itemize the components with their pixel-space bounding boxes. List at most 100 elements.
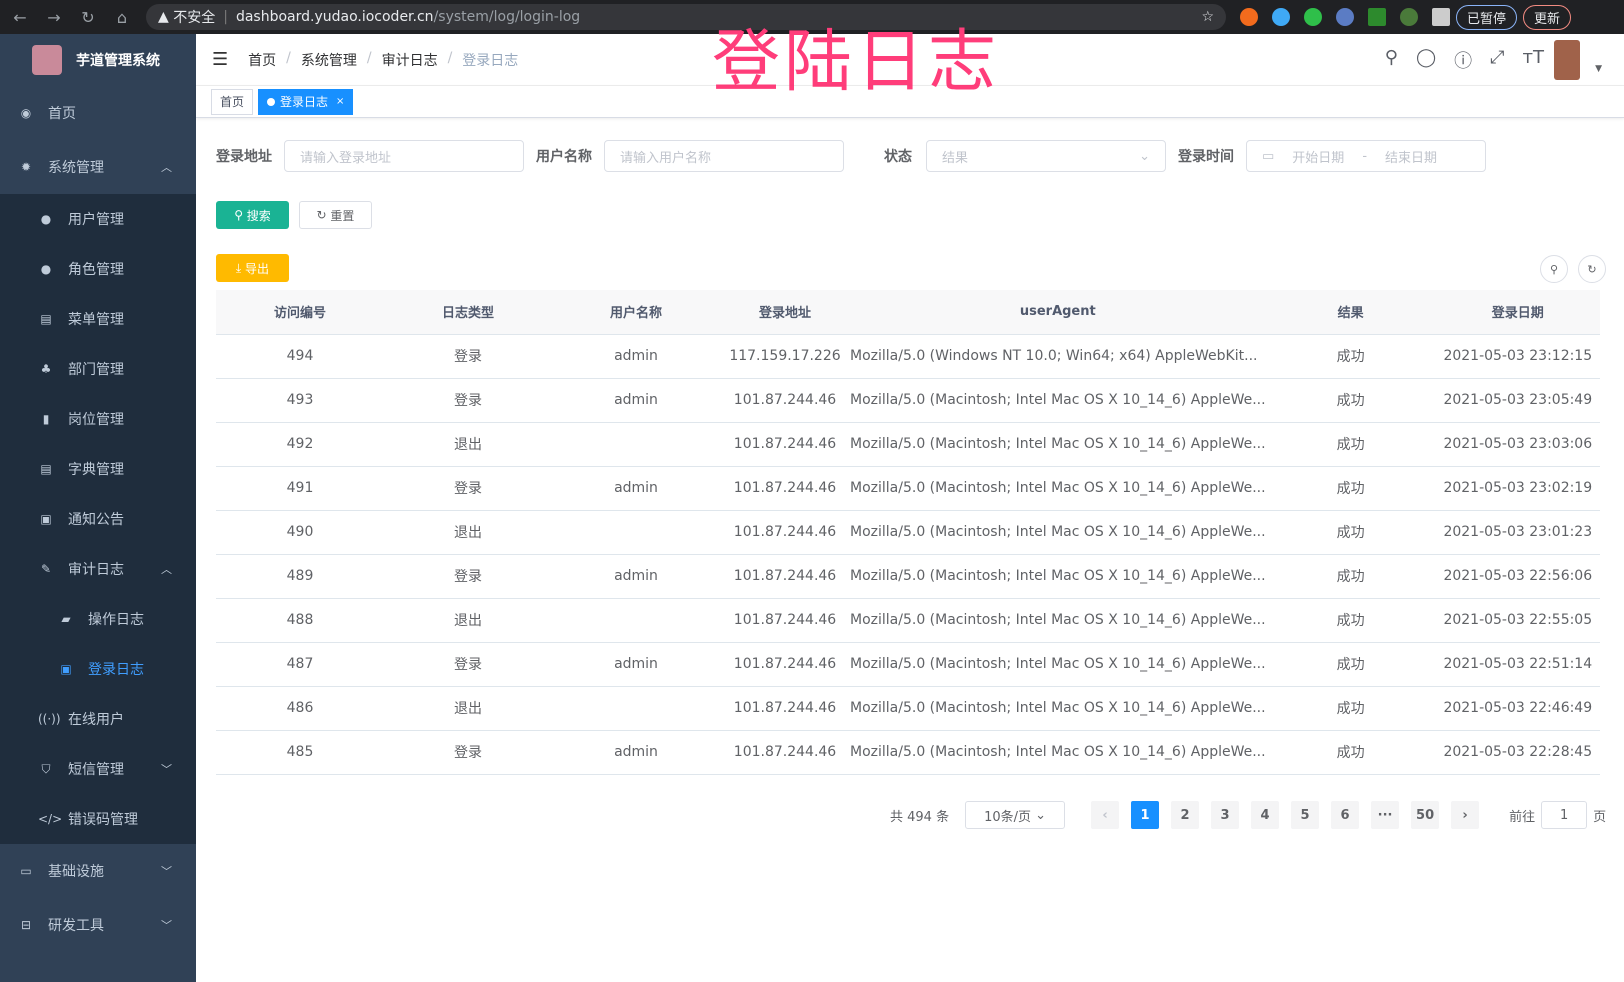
extension-icon[interactable] [1336,8,1354,26]
table-cell: 101.87.244.46 [720,466,850,511]
table-cell: 登录 [384,642,552,687]
username-input[interactable]: 请输入用户名称 [604,140,844,172]
sidebar-item-dept[interactable]: ♣ 部门管理 [0,344,196,394]
tag-home[interactable]: 首页 [211,88,254,115]
code-icon: </> [38,812,63,826]
page-size-value: 10条/页 [984,809,1032,825]
sidebar-item-error-code[interactable]: </> 错误码管理 [0,794,196,844]
home-icon[interactable]: ⌂ [116,7,128,27]
prev-page-button[interactable]: ‹ [1091,801,1120,829]
font-size-icon[interactable]: тT [1522,46,1544,68]
forward-icon[interactable]: → [47,7,61,27]
page-button[interactable]: 2 [1171,801,1200,829]
avatar[interactable] [1554,40,1580,80]
page-button[interactable]: 4 [1251,801,1280,829]
sidebar-item-notice[interactable]: ▣ 通知公告 [0,494,196,544]
table-cell: 成功 [1265,686,1436,731]
label: 系统管理 [48,160,104,176]
page-button[interactable]: 50 [1411,801,1440,829]
hamburger-icon[interactable]: ☰ [212,49,229,70]
address-bar[interactable]: ▲ 不安全 | dashboard.yudao.iocoder.cn/syste… [146,4,1226,30]
sidebar-item-login-log[interactable]: ▣ 登录日志 [0,644,196,694]
label: 基础设施 [48,864,104,880]
column-header: 日志类型 [384,290,552,335]
dashboard-icon: ◉ [20,106,32,120]
caret-down-icon[interactable]: ▼ [1595,64,1602,74]
sidebar-item-post[interactable]: ▮ 岗位管理 [0,394,196,444]
extension-icon[interactable] [1240,8,1258,26]
submenu-system: ● 用户管理 ● 角色管理 ▤ 菜单管理 ♣ 部门管理 ▮ 岗位管理 ▤ 字典管理 ▣ 通知公… [0,194,196,844]
table-cell: admin [552,334,720,379]
date-range-picker[interactable]: ▭ 开始日期 - 结束日期 [1246,140,1486,172]
page-button[interactable]: 1 [1131,801,1160,829]
sidebar-logo[interactable]: 芋道管理系统 [0,34,196,86]
table-row: 489 登录 admin 101.87.244.46 Mozilla/5.0 (Maci… [216,554,1600,599]
sidebar-item-user[interactable]: ● 用户管理 [0,194,196,244]
refresh-icon[interactable]: ↻ [1578,255,1606,283]
sidebar-item-operate-log[interactable]: ▰ 操作日志 [0,594,196,644]
extension-icon[interactable] [1304,8,1322,26]
sidebar-item-infra[interactable]: ▭ 基础设施 ﹀ [0,844,196,898]
sidebar-item-home[interactable]: ◉ 首页 [0,86,196,140]
table-cell: 成功 [1265,334,1436,379]
page-button[interactable]: 3 [1211,801,1240,829]
table-row: 485 登录 admin 101.87.244.46 Mozilla/5.0 (Maci… [216,730,1600,775]
sidebar-item-role[interactable]: ● 角色管理 [0,244,196,294]
tag-label: 首页 [220,95,245,109]
fullscreen-icon[interactable]: ⤢ [1490,46,1505,68]
sidebar-item-audit[interactable]: ✎ 审计日志 ︿ [0,544,196,594]
table-cell: 493 [216,378,384,423]
column-header: 访问编号 [216,290,384,335]
more-pages-button[interactable]: ··· [1371,801,1400,829]
search-button[interactable]: ⚲ 搜索 [216,201,289,229]
back-icon[interactable]: ← [13,7,27,27]
close-icon[interactable]: × [336,96,345,107]
sidebar-item-system[interactable]: ✹ 系统管理 ︿ [0,140,196,194]
export-button[interactable]: ⤓ 导出 [216,254,289,282]
update-button[interactable]: 更新 [1523,4,1572,30]
reset-button[interactable]: ↻ 重置 [299,201,372,229]
table-cell: 117.159.17.226 [720,334,850,379]
next-page-button[interactable]: › [1451,801,1480,829]
question-icon[interactable]: ⓘ [1454,50,1473,72]
extension-icon[interactable] [1400,8,1418,26]
warning-icon: ▲ [158,9,174,25]
page-button[interactable]: 6 [1331,801,1360,829]
start-date[interactable]: 开始日期 [1292,150,1345,166]
navbar-actions: ⚲ ◯ ⓘ ⤢ тT [1385,47,1544,73]
table-cell: 101.87.244.46 [720,378,850,423]
navbar: ☰ 首页 / 系统管理 / 审计日志 / 登录日志 ⚲ ◯ ⓘ ⤢ тT ▼ [196,34,1624,86]
sidebar-item-online[interactable]: ((·)) 在线用户 [0,694,196,744]
bookmark-star-icon[interactable]: ☆ [1201,9,1214,25]
end-date[interactable]: 结束日期 [1385,150,1438,166]
sidebar-item-sms[interactable]: ⛉ 短信管理 ﹀ [0,744,196,794]
puzzle-icon[interactable] [1432,8,1450,26]
search-icon[interactable]: ⚲ [1384,46,1398,68]
status-select[interactable]: 结果 ⌄ [926,140,1166,172]
sidebar: 芋道管理系统 ◉ 首页 ✹ 系统管理 ︿ ● 用户管理 ● 角色管理 ▤ 菜单管理 ♣ 部门管… [0,34,196,982]
label: 重置 [330,208,355,223]
github-icon[interactable]: ◯ [1415,46,1437,68]
ip-input[interactable]: 请输入登录地址 [284,140,524,172]
toggle-search-icon[interactable]: ⚲ [1540,255,1568,283]
breadcrumb-item[interactable]: 系统管理 [300,52,357,69]
reload-icon[interactable]: ↻ [81,7,95,27]
breadcrumb-item[interactable]: 审计日志 [381,52,438,69]
tag-login-log[interactable]: 登录日志 × [258,88,354,115]
sidebar-item-tool[interactable]: ⊟ 研发工具 ﹀ [0,898,196,952]
table-cell: 成功 [1265,554,1436,599]
table-cell: 2021-05-03 23:12:15 [1435,334,1600,379]
refresh-icon: ↻ [316,208,331,222]
page-size-select[interactable]: 10条/页 ⌄ [965,801,1066,829]
gear-icon: ✹ [20,160,32,174]
extension-icon[interactable] [1368,8,1386,26]
extension-icon[interactable] [1272,8,1290,26]
profile-button[interactable]: 已暂停 [1456,4,1518,30]
sidebar-item-dict[interactable]: ▤ 字典管理 [0,444,196,494]
breadcrumb-item[interactable]: 首页 [248,52,277,69]
sidebar-item-menu[interactable]: ▤ 菜单管理 [0,294,196,344]
table-cell: Mozilla/5.0 (Macintosh; Intel Mac OS X 1… [850,422,1266,467]
goto-page-input[interactable]: 1 [1541,801,1588,829]
table-cell: Mozilla/5.0 (Windows NT 10.0; Win64; x64… [850,334,1266,379]
page-button[interactable]: 5 [1291,801,1320,829]
